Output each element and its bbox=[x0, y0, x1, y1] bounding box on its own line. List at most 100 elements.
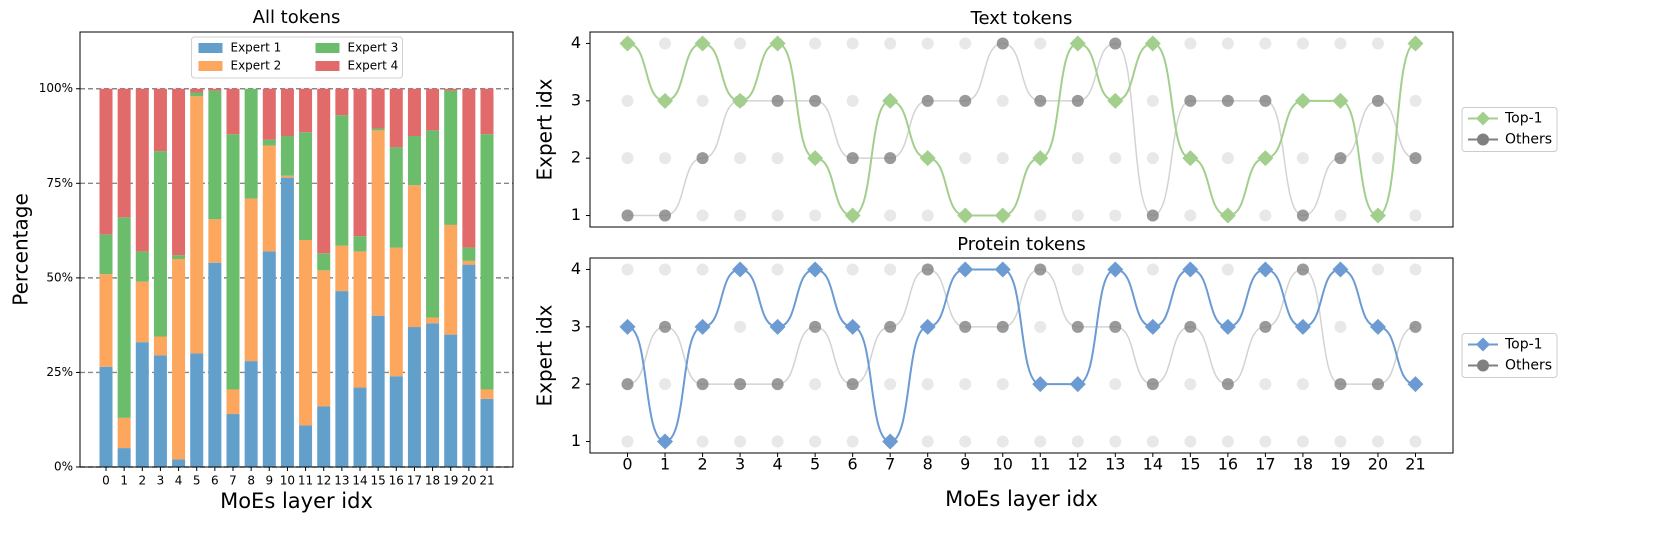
x-tick-label: 10 bbox=[280, 474, 295, 488]
background-dot bbox=[996, 378, 1009, 391]
marker bbox=[996, 320, 1009, 333]
bar-segment bbox=[172, 258, 186, 460]
bar-segment bbox=[299, 425, 313, 467]
bar-segment bbox=[208, 262, 222, 467]
marker bbox=[1332, 261, 1349, 278]
y-tick-label: 4 bbox=[571, 259, 581, 278]
background-dot bbox=[1071, 435, 1084, 448]
bar-segment bbox=[226, 389, 240, 415]
background-dot bbox=[809, 37, 822, 50]
marker bbox=[1334, 152, 1347, 165]
background-dot bbox=[1371, 152, 1384, 165]
marker bbox=[1219, 318, 1236, 335]
marker bbox=[844, 318, 861, 335]
bar-segment bbox=[317, 253, 331, 271]
legend-label: Others bbox=[1505, 132, 1552, 148]
marker bbox=[882, 433, 899, 450]
background-dot bbox=[1371, 37, 1384, 50]
background-dot bbox=[621, 94, 634, 107]
chart-title: Text tokens bbox=[970, 8, 1073, 29]
background-dot bbox=[1371, 263, 1384, 276]
background-dot bbox=[1221, 435, 1234, 448]
bar-segment bbox=[426, 88, 440, 131]
legend-swatch bbox=[198, 43, 223, 53]
background-dot bbox=[659, 378, 672, 391]
background-dot bbox=[734, 37, 747, 50]
marker bbox=[1294, 318, 1311, 335]
x-axis-label: MoEs layer idx bbox=[945, 487, 1098, 511]
x-tick-label: 8 bbox=[247, 474, 255, 488]
bar-segment bbox=[190, 96, 204, 354]
x-tick-label: 16 bbox=[1218, 455, 1238, 474]
plot-frame bbox=[79, 31, 514, 468]
marker bbox=[996, 37, 1009, 50]
marker bbox=[1032, 150, 1049, 167]
bar-segment bbox=[135, 342, 149, 467]
background-dot bbox=[1409, 263, 1422, 276]
background-dot bbox=[1109, 435, 1122, 448]
marker bbox=[694, 35, 711, 52]
bar-segment bbox=[317, 270, 331, 407]
background-dot bbox=[621, 435, 634, 448]
x-tick-label: 6 bbox=[848, 455, 858, 474]
marker bbox=[732, 261, 749, 278]
background-dot bbox=[1034, 320, 1047, 333]
marker bbox=[1257, 261, 1274, 278]
y-axis-label: Expert idx bbox=[533, 304, 557, 406]
background-dot bbox=[921, 37, 934, 50]
bar-segment bbox=[99, 88, 113, 235]
marker bbox=[1146, 209, 1159, 222]
background-dot bbox=[696, 263, 709, 276]
marker bbox=[1407, 35, 1424, 52]
bar-segment bbox=[407, 136, 421, 186]
legend-label: Top-1 bbox=[1504, 111, 1543, 127]
bar-segment bbox=[389, 88, 403, 148]
bar-segment bbox=[299, 132, 313, 241]
bar-segment bbox=[389, 147, 403, 248]
bar-segment bbox=[226, 134, 240, 390]
marker bbox=[921, 94, 934, 107]
bar-segment bbox=[244, 361, 258, 467]
bar-segment bbox=[208, 90, 222, 220]
background-dot bbox=[1334, 37, 1347, 50]
bar-segment bbox=[407, 327, 421, 467]
background-dot bbox=[1034, 435, 1047, 448]
bar-segment bbox=[335, 291, 349, 467]
bar-segment bbox=[480, 398, 494, 467]
background-dot bbox=[734, 209, 747, 222]
legend-label: Expert 1 bbox=[231, 41, 282, 55]
x-tick-label: 12 bbox=[316, 474, 331, 488]
background-dot bbox=[1071, 209, 1084, 222]
background-dot bbox=[921, 209, 934, 222]
legend-marker bbox=[1476, 337, 1490, 352]
x-tick-label: 1 bbox=[660, 455, 670, 474]
background-dot bbox=[959, 37, 972, 50]
y-tick-label: 2 bbox=[571, 374, 581, 393]
background-dot bbox=[996, 152, 1009, 165]
background-dot bbox=[921, 378, 934, 391]
x-tick-label: 16 bbox=[389, 474, 404, 488]
background-dot bbox=[1334, 320, 1347, 333]
marker bbox=[921, 263, 934, 276]
bar-segment bbox=[208, 219, 222, 263]
bar-segment bbox=[280, 88, 294, 137]
marker bbox=[1109, 37, 1122, 50]
series-line bbox=[627, 42, 1416, 217]
x-tick-label: 9 bbox=[265, 474, 273, 488]
marker bbox=[1071, 320, 1084, 333]
x-tick-label: 1 bbox=[120, 474, 128, 488]
marker bbox=[1109, 320, 1122, 333]
x-tick-label: 17 bbox=[407, 474, 422, 488]
background-dot bbox=[1109, 209, 1122, 222]
bar-segment bbox=[135, 251, 149, 282]
x-tick-label: 20 bbox=[1368, 455, 1388, 474]
marker bbox=[809, 94, 822, 107]
marker bbox=[1294, 92, 1311, 109]
y-tick-label: 1 bbox=[571, 205, 581, 224]
legend-label: Top-1 bbox=[1504, 337, 1543, 353]
marker bbox=[769, 318, 786, 335]
x-tick-label: 0 bbox=[102, 474, 110, 488]
background-dot bbox=[1221, 152, 1234, 165]
legend-label: Expert 3 bbox=[348, 41, 399, 55]
